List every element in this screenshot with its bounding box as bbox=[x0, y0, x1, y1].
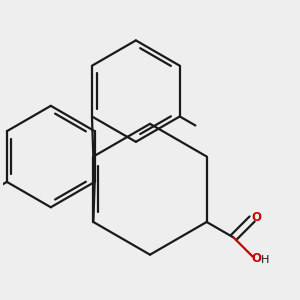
Text: H: H bbox=[261, 255, 269, 266]
Text: O: O bbox=[252, 252, 262, 265]
Text: O: O bbox=[251, 211, 261, 224]
